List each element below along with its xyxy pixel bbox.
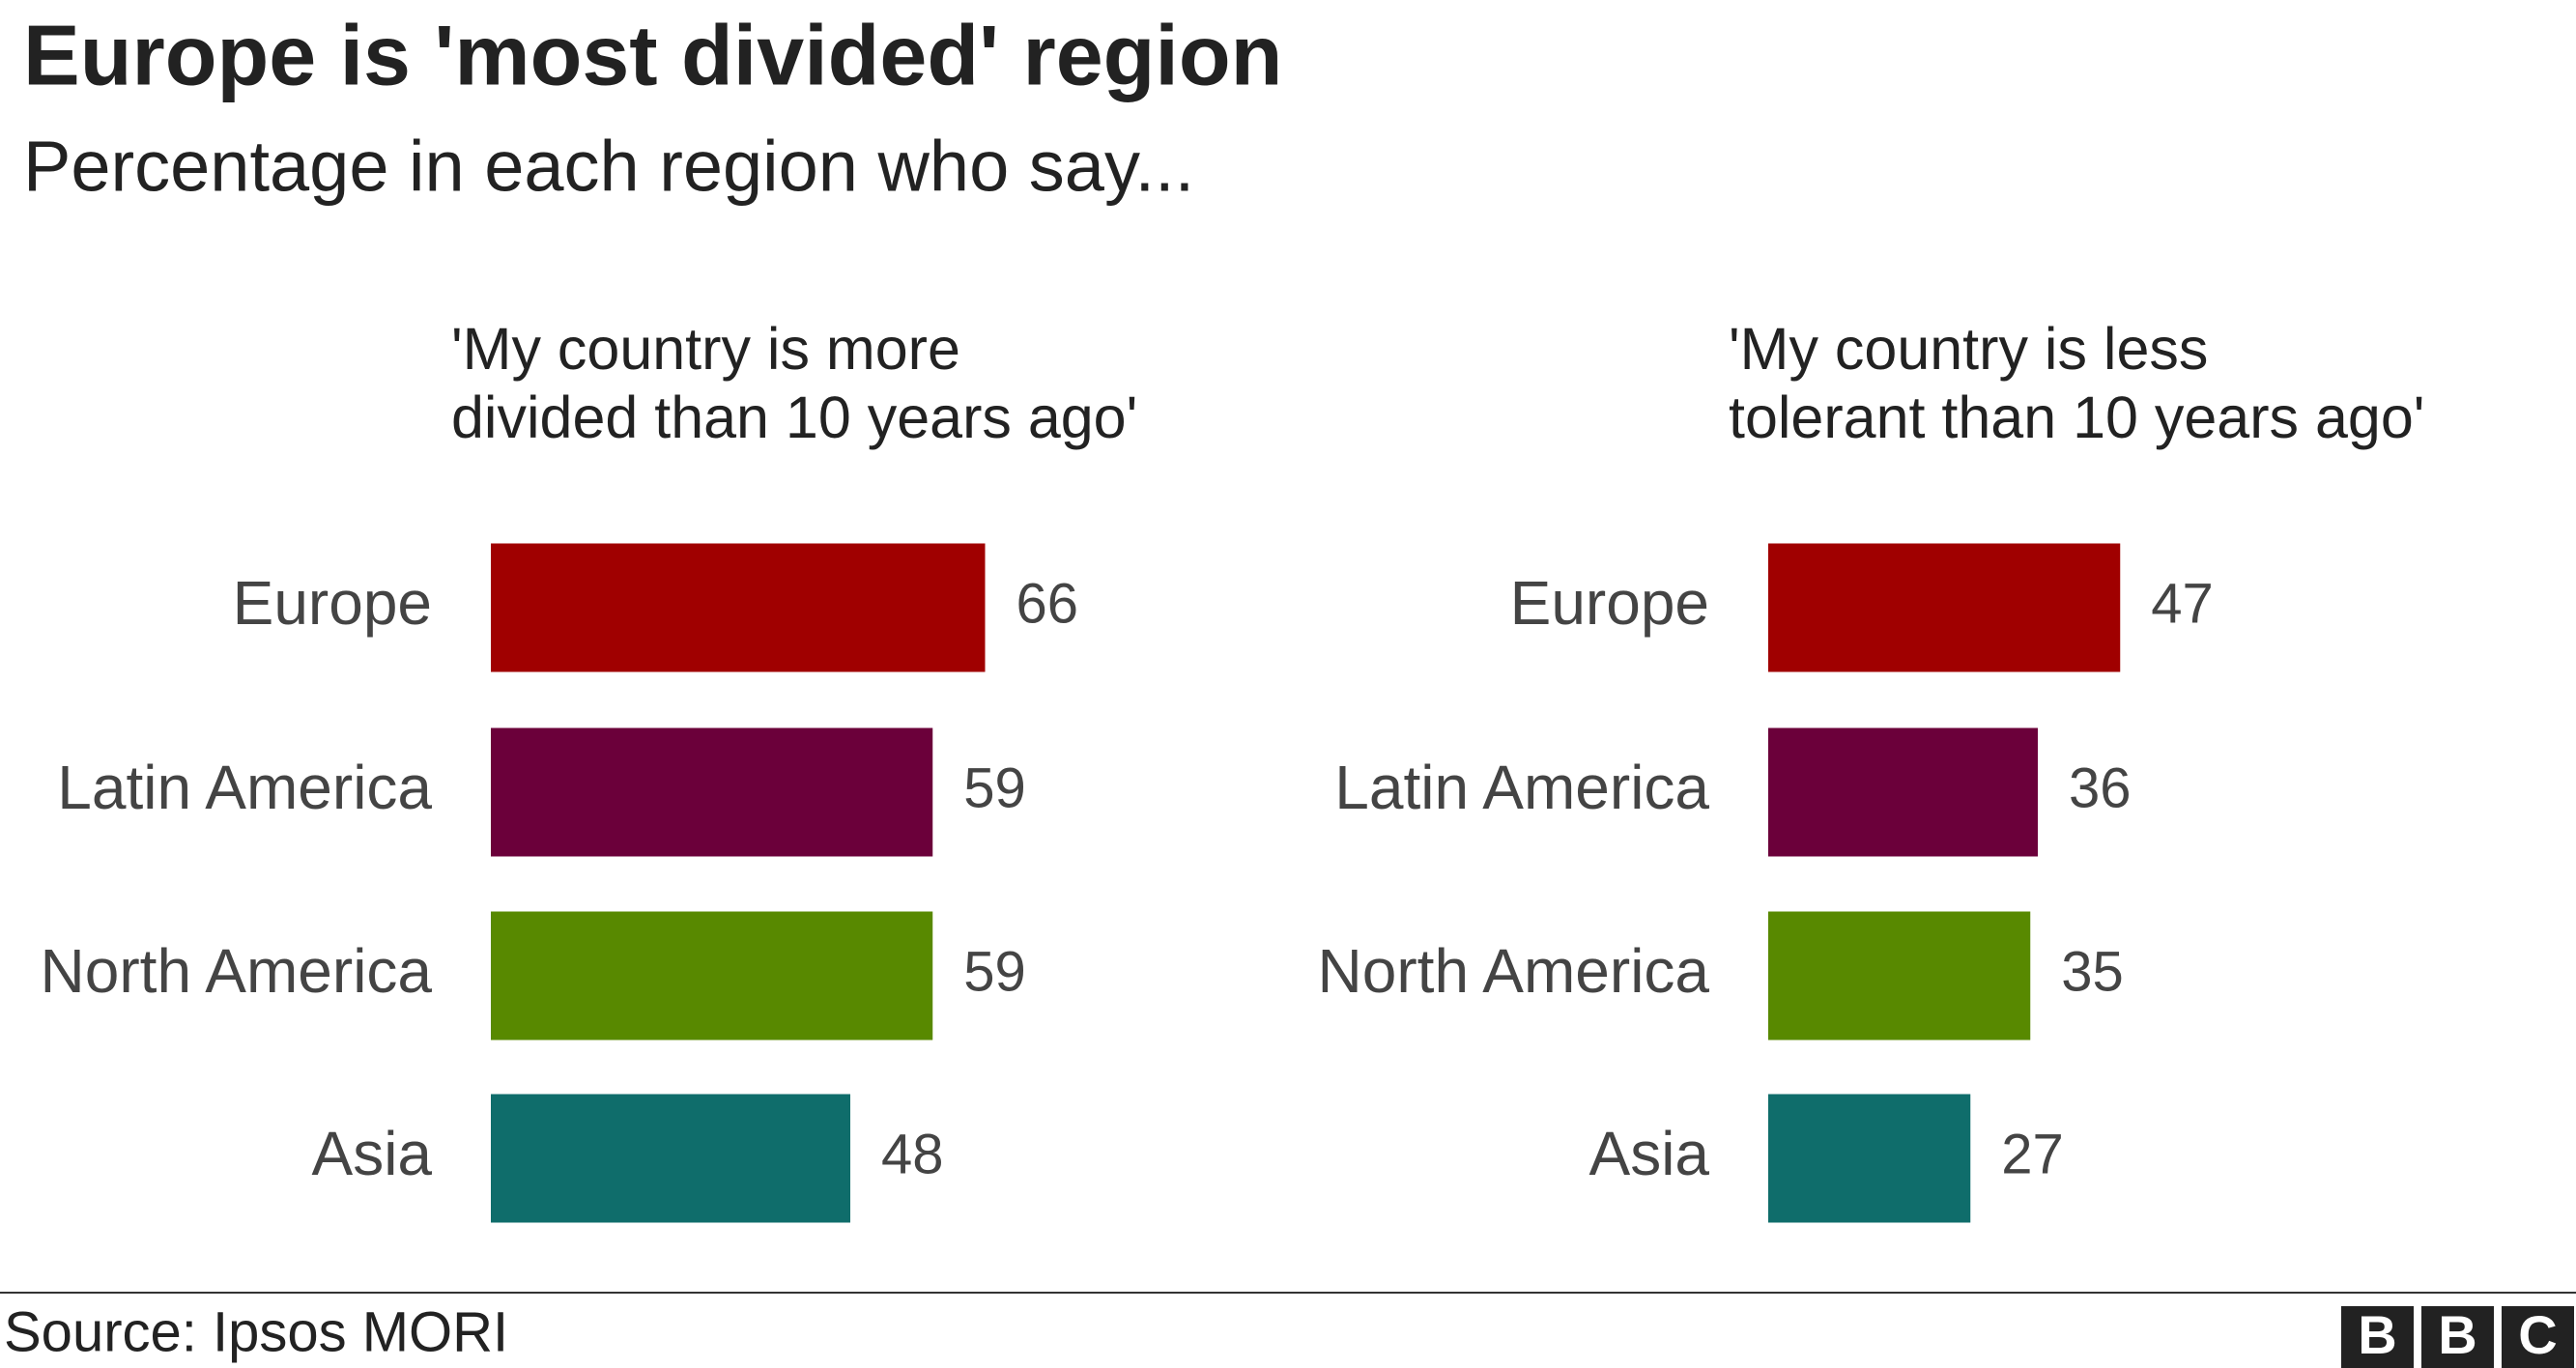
value-label: 59 bbox=[963, 756, 1026, 819]
panel-title: 'My country is less bbox=[1729, 316, 2208, 382]
value-label: 48 bbox=[881, 1123, 944, 1185]
bar bbox=[491, 911, 933, 1040]
bar bbox=[1768, 1094, 1971, 1223]
value-label: 66 bbox=[1016, 572, 1079, 635]
category-label: Latin America bbox=[1334, 753, 1709, 822]
bar bbox=[491, 1094, 850, 1223]
value-label: 27 bbox=[2001, 1123, 2064, 1185]
panel-title: divided than 10 years ago' bbox=[451, 385, 1137, 450]
logo-box bbox=[2341, 1306, 2414, 1368]
category-label: North America bbox=[1318, 936, 1710, 1006]
panel-title: tolerant than 10 years ago' bbox=[1729, 385, 2424, 450]
value-label: 47 bbox=[2151, 572, 2214, 635]
value-label: 36 bbox=[2069, 756, 2132, 819]
bar bbox=[491, 727, 933, 857]
bar bbox=[1768, 911, 2031, 1040]
chart-title: Europe is 'most divided' region bbox=[23, 7, 1282, 102]
bar bbox=[1768, 543, 2121, 672]
category-label: Asia bbox=[312, 1119, 433, 1188]
category-label: Europe bbox=[1510, 568, 1709, 638]
panel-title: 'My country is more bbox=[451, 316, 960, 382]
source: Source: Ipsos MORI bbox=[4, 1300, 508, 1363]
chart-subtitle: Percentage in each region who say... bbox=[23, 127, 1194, 207]
category-label: Latin America bbox=[57, 753, 432, 822]
value-label: 35 bbox=[2061, 940, 2124, 1003]
category-label: North America bbox=[41, 936, 433, 1006]
logo-box bbox=[2421, 1306, 2494, 1368]
logo-box bbox=[2502, 1306, 2574, 1368]
bar bbox=[1768, 727, 2038, 857]
category-label: Europe bbox=[233, 568, 432, 638]
logo-letter: B bbox=[2438, 1304, 2476, 1365]
value-label: 59 bbox=[963, 940, 1026, 1003]
bar bbox=[491, 543, 986, 672]
category-label: Asia bbox=[1589, 1119, 1710, 1188]
logo-letter: B bbox=[2358, 1304, 2396, 1365]
logo-letter: C bbox=[2518, 1304, 2557, 1365]
